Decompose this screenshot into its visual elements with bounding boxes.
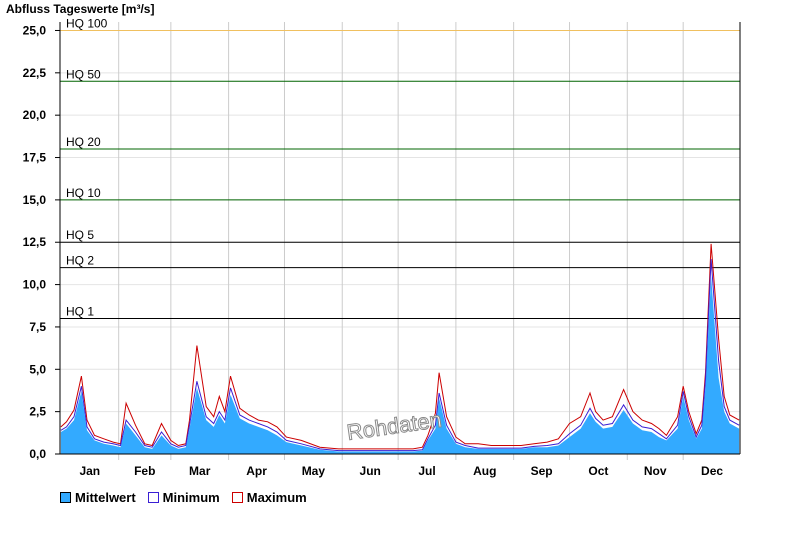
y-tick-label: 12,5 <box>23 235 47 249</box>
watermark-text: Rohdaten <box>345 407 443 445</box>
legend-label-mittelwert: Mittelwert <box>75 490 136 505</box>
y-tick-label: 17,5 <box>23 151 47 165</box>
x-tick-label-sep: Sep <box>531 464 553 478</box>
series-maximum-line <box>60 243 740 450</box>
y-tick-label: 20,0 <box>23 108 47 122</box>
x-tick-label-nov: Nov <box>644 464 667 478</box>
x-tick-label-apr: Apr <box>246 464 267 478</box>
legend: Mittelwert Minimum Maximum <box>60 490 307 505</box>
x-tick-label-oct: Oct <box>588 464 608 478</box>
series-minimum-line <box>60 259 740 452</box>
y-tick-label: 2,5 <box>29 405 46 419</box>
threshold-label-hq-10: HQ 10 <box>66 186 101 200</box>
threshold-label-hq-100: HQ 100 <box>66 16 108 30</box>
x-tick-label-may: May <box>302 464 326 478</box>
threshold-label-hq-20: HQ 20 <box>66 135 101 149</box>
threshold-label-hq-2: HQ 2 <box>66 254 94 268</box>
threshold-label-hq-5: HQ 5 <box>66 228 94 242</box>
x-tick-label-dec: Dec <box>701 464 723 478</box>
legend-label-maximum: Maximum <box>246 490 307 505</box>
chart-title: Abfluss Tageswerte [m³/s] <box>6 2 154 16</box>
y-tick-label: 15,0 <box>23 193 47 207</box>
legend-swatch-mittelwert <box>60 492 71 503</box>
series-mittelwert-area <box>60 276 740 454</box>
y-tick-label: 22,5 <box>23 66 47 80</box>
y-tick-label: 25,0 <box>23 23 47 37</box>
y-tick-label: 5,0 <box>29 362 46 376</box>
threshold-label-hq-50: HQ 50 <box>66 67 101 81</box>
x-tick-label-aug: Aug <box>473 464 496 478</box>
x-tick-label-mar: Mar <box>189 464 211 478</box>
y-tick-label: 0,0 <box>29 447 46 461</box>
x-tick-label-jan: Jan <box>79 464 100 478</box>
legend-item-maximum: Maximum <box>231 490 307 505</box>
legend-item-mittelwert: Mittelwert <box>60 490 136 505</box>
legend-swatch-maximum <box>231 492 243 503</box>
threshold-label-hq-1: HQ 1 <box>66 304 94 318</box>
x-tick-label-feb: Feb <box>134 464 155 478</box>
y-tick-label: 7,5 <box>29 320 46 334</box>
legend-label-minimum: Minimum <box>162 490 220 505</box>
legend-swatch-minimum <box>147 492 159 503</box>
x-tick-label-jul: Jul <box>418 464 435 478</box>
x-tick-label-jun: Jun <box>360 464 381 478</box>
y-tick-label: 10,0 <box>23 278 47 292</box>
legend-item-minimum: Minimum <box>147 490 220 505</box>
